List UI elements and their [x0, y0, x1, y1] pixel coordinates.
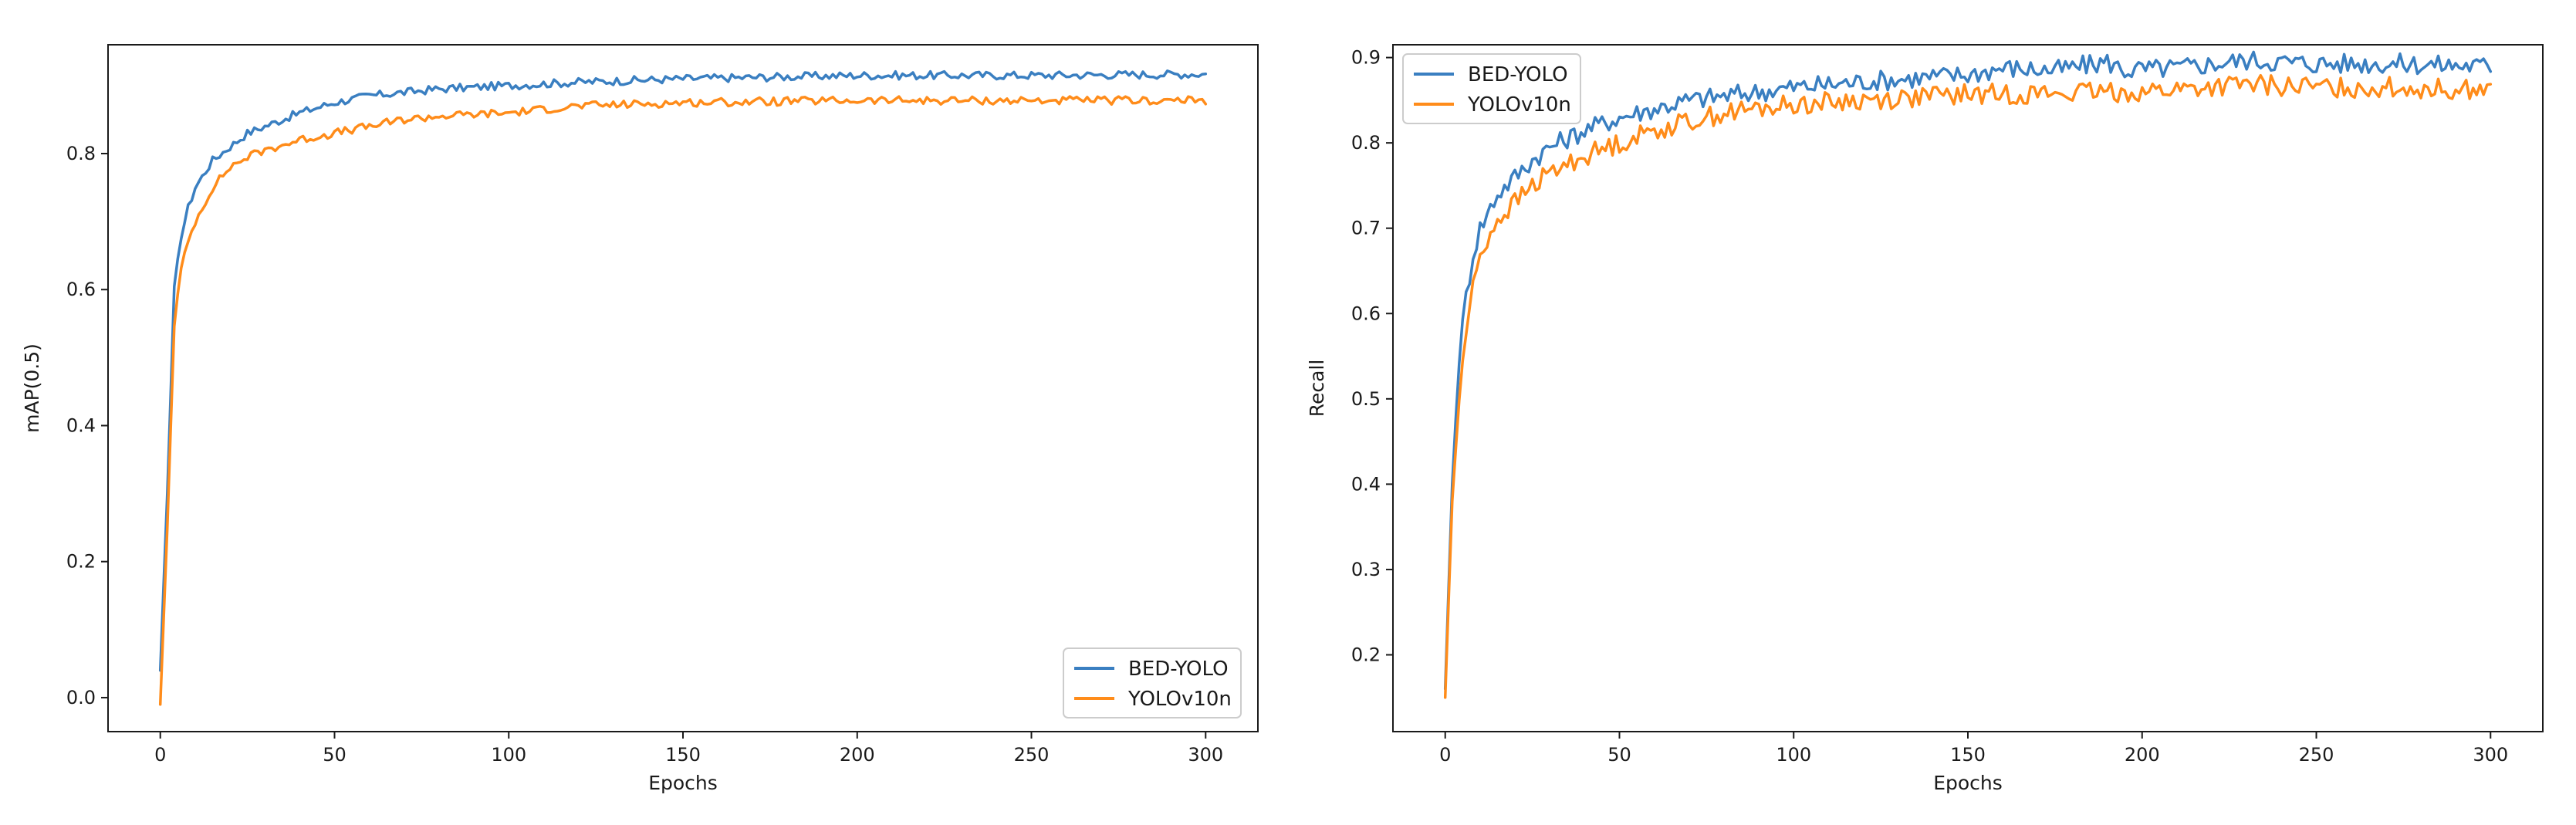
- y-tick-label: 0.4: [66, 414, 96, 436]
- series-line-bed-yolo: [158, 69, 1208, 672]
- y-tick-label: 0.9: [1351, 47, 1381, 69]
- x-tick-label: 250: [1014, 744, 1050, 766]
- plot-frame: [107, 44, 1259, 732]
- x-tick-label: 0: [1439, 744, 1451, 766]
- x-axis-label: Epochs: [648, 772, 718, 794]
- legend-label-bed-yolo: BED-YOLO: [1128, 658, 1229, 681]
- chart-recall: 0 50 100 150 200 250 300 0.2 0.3 0.4 0.5 0.6 0.7 0.8 0…: [1306, 44, 2544, 794]
- series-line-bed-yolo: [1443, 50, 2493, 691]
- x-tick-label: 250: [2299, 744, 2334, 766]
- y-tick-label: 0.4: [1351, 473, 1381, 495]
- x-tick-label: 50: [1607, 744, 1631, 766]
- y-axis-label: Recall: [1306, 360, 1328, 418]
- x-tick-label: 300: [1188, 744, 1223, 766]
- x-tick-label: 0: [154, 744, 166, 766]
- x-tick-label: 200: [840, 744, 875, 766]
- x-tick-label: 100: [1776, 744, 1811, 766]
- series-line-yolov10n: [1443, 73, 2493, 699]
- y-tick-label: 0.8: [66, 143, 96, 164]
- chart-map50: 0 50 100 150 200 250 300 0.0 0.2 0.4 0.6 0.8 Epochs m…: [21, 44, 1259, 794]
- x-axis-label: Epochs: [1933, 772, 2003, 794]
- series-line-yolov10n: [158, 95, 1208, 706]
- y-tick-label: 0.6: [66, 279, 96, 300]
- y-tick-label: 0.6: [1351, 303, 1381, 324]
- y-tick-label: 0.2: [66, 551, 96, 573]
- legend-label-yolov10n: YOLOv10n: [1467, 93, 1571, 117]
- y-tick-label: 0.5: [1351, 388, 1381, 410]
- legend-label-bed-yolo: BED-YOLO: [1468, 63, 1568, 86]
- y-tick-label: 0.0: [66, 687, 96, 708]
- x-tick-label: 150: [665, 744, 701, 766]
- x-tick-label: 200: [2125, 744, 2160, 766]
- legend-box: [1063, 647, 1242, 718]
- legend-label-yolov10n: YOLOv10n: [1127, 688, 1232, 711]
- y-tick-label: 0.2: [1351, 644, 1381, 665]
- legend: BED-YOLO YOLOv10n: [1402, 53, 1581, 124]
- x-tick-label: 100: [491, 744, 526, 766]
- y-tick-label: 0.7: [1351, 218, 1381, 239]
- y-axis-label: mAP(0.5): [21, 343, 43, 433]
- legend: BED-YOLO YOLOv10n: [1063, 647, 1242, 718]
- y-tick-label: 0.3: [1351, 559, 1381, 580]
- x-tick-label: 150: [1950, 744, 1986, 766]
- x-tick-label: 300: [2473, 744, 2508, 766]
- x-tick-label: 50: [323, 744, 347, 766]
- legend-box: [1402, 53, 1581, 124]
- y-tick-label: 0.8: [1351, 132, 1381, 154]
